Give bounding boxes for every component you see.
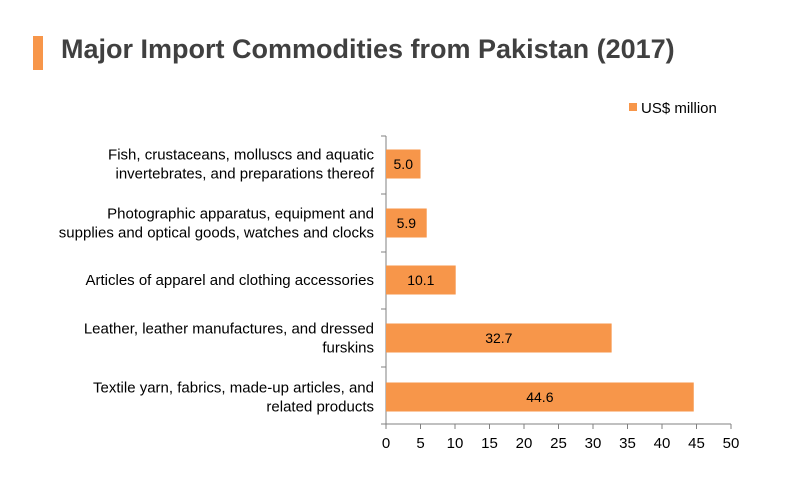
x-tick-label: 45 (688, 435, 705, 452)
data-label: 10.1 (407, 272, 434, 288)
bar (386, 149, 421, 179)
bar (386, 265, 456, 295)
title-accent-bar (33, 36, 43, 70)
x-tick-label: 35 (619, 435, 636, 452)
category-label: supplies and optical goods, watches and … (59, 225, 374, 242)
bar (386, 323, 612, 353)
bar (386, 208, 427, 238)
category-label: Leather, leather manufactures, and dress… (84, 321, 374, 338)
x-tick-label: 50 (723, 435, 740, 452)
chart-title: Major Import Commodities from Pakistan (… (61, 34, 675, 64)
category-label: Textile yarn, fabrics, made-up articles,… (93, 380, 374, 397)
category-label: furskins (322, 340, 374, 357)
data-label: 5.9 (397, 215, 417, 231)
x-tick-label: 0 (382, 435, 390, 452)
x-tick-label: 10 (447, 435, 464, 452)
x-tick-label: 5 (416, 435, 424, 452)
category-label: Photographic apparatus, equipment and (107, 206, 374, 223)
data-label: 44.6 (526, 389, 553, 405)
data-label: 32.7 (485, 330, 512, 346)
x-tick-label: 30 (585, 435, 602, 452)
legend-label: US$ million (641, 100, 717, 117)
legend-swatch (629, 103, 637, 111)
data-label: 5.0 (394, 156, 414, 172)
category-label: Articles of apparel and clothing accesso… (86, 272, 375, 289)
x-tick-label: 15 (481, 435, 498, 452)
x-tick-label: 40 (654, 435, 671, 452)
x-tick-label: 20 (516, 435, 533, 452)
category-label: Fish, crustaceans, molluscs and aquatic (108, 147, 374, 164)
category-label: related products (266, 399, 374, 416)
x-tick-label: 25 (550, 435, 567, 452)
bar (386, 382, 694, 412)
category-label: invertebrates, and preparations thereof (116, 166, 375, 183)
